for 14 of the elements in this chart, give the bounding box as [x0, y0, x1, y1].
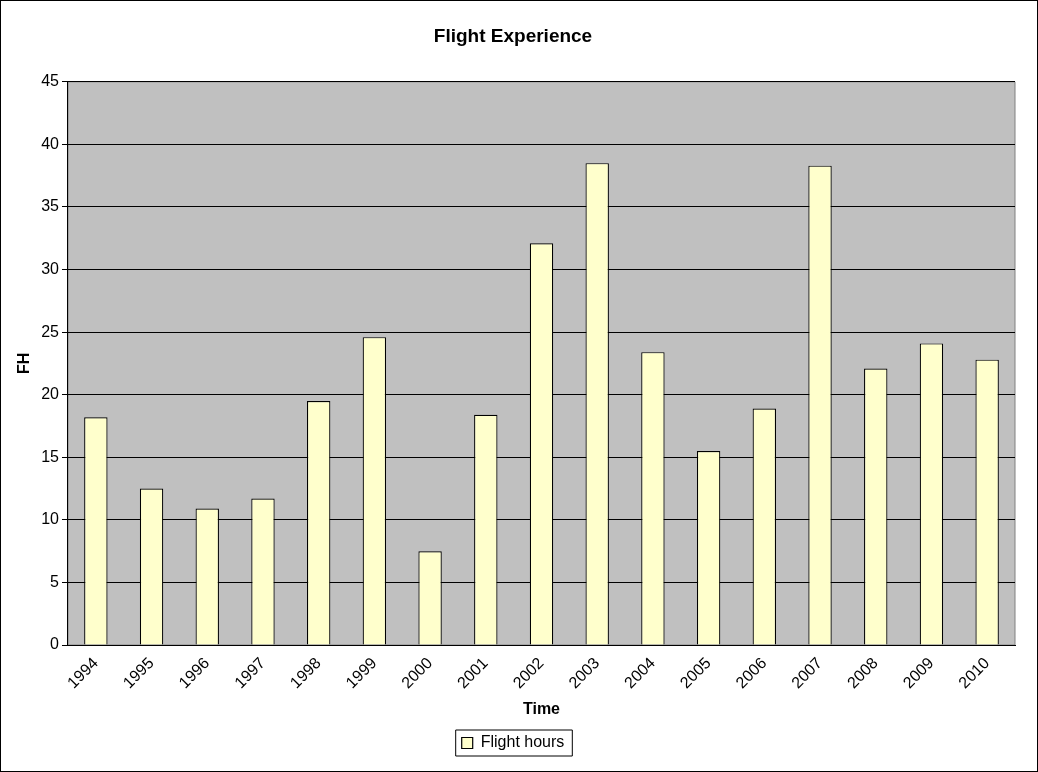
y-tick-label: 25	[41, 322, 60, 340]
chart-title: Flight Experience	[433, 24, 593, 46]
y-tick-label: 15	[41, 447, 60, 465]
x-axis-title: Time	[522, 699, 561, 717]
y-tick-label: 5	[50, 572, 60, 590]
y-axis-title: FH	[15, 352, 33, 375]
y-tick-label: 30	[41, 259, 60, 277]
y-tick-label: 35	[41, 197, 60, 215]
y-tick-label: 0	[50, 635, 60, 653]
legend-label: Flight hours	[480, 733, 565, 751]
y-tick-label: 45	[41, 72, 60, 90]
y-tick-label: 20	[41, 385, 60, 403]
y-tick-label: 10	[41, 510, 60, 528]
y-tick-label: 40	[41, 134, 60, 152]
